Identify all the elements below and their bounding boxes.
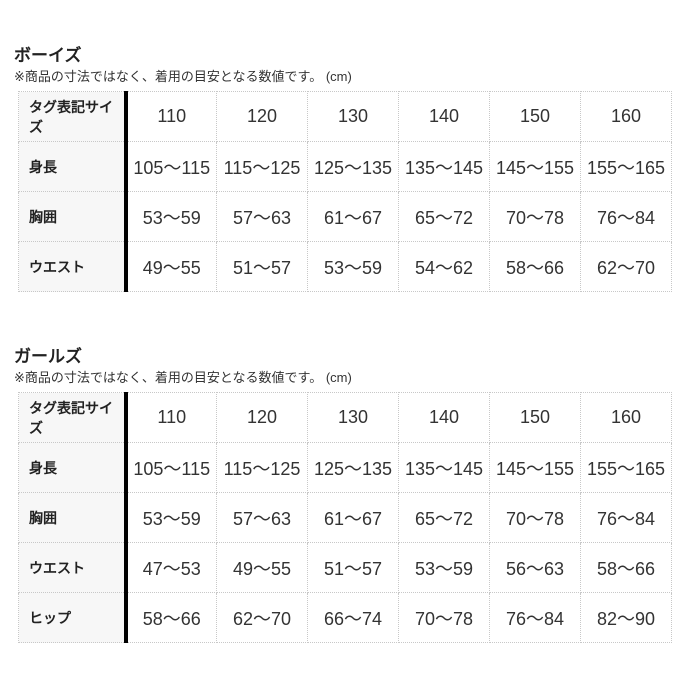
column-header-cell: 110 [125, 392, 217, 443]
size-value-cell: 66～74 [307, 592, 399, 643]
size-value-cell: 76～84 [580, 492, 672, 543]
boys-section-title: ボーイズ [14, 46, 82, 65]
girls-section: ガールズ ※商品の寸法ではなく、着用の目安となる数値です。 (cm) タグ表記サ… [14, 346, 692, 643]
boys-section-note: ※商品の寸法ではなく、着用の目安となる数値です。 (cm) [14, 69, 352, 84]
row-label-hip: ヒップ [18, 592, 128, 643]
row-label-tag-size: タグ表記サイズ [18, 392, 128, 443]
column-header-cell: 150 [489, 91, 581, 142]
size-value-cell: 65～72 [398, 492, 490, 543]
size-value-cell: 58～66 [489, 241, 581, 292]
size-value-cell: 49～55 [216, 542, 308, 593]
boys-size-table: タグ表記サイズ 110 120 130 140 150 160 身長 105～1… [18, 91, 672, 292]
size-value-cell: 115～125 [216, 442, 308, 493]
girls-section-title: ガールズ [14, 347, 82, 366]
size-value-cell: 155～165 [580, 442, 672, 493]
size-value-cell: 70～78 [489, 191, 581, 242]
size-value-cell: 105～115 [125, 141, 217, 192]
size-value-cell: 135～145 [398, 141, 490, 192]
column-header-cell: 160 [580, 392, 672, 443]
table-row: タグ表記サイズ 110 120 130 140 150 160 [18, 91, 672, 142]
size-value-cell: 76～84 [580, 191, 672, 242]
size-value-cell: 125～135 [307, 141, 399, 192]
column-header-cell: 140 [398, 392, 490, 443]
girls-size-table: タグ表記サイズ 110 120 130 140 150 160 身長 105～1… [18, 392, 672, 643]
row-label-waist: ウエスト [18, 542, 128, 593]
column-header-cell: 110 [125, 91, 217, 142]
column-header-cell: 130 [307, 392, 399, 443]
size-value-cell: 61～67 [307, 191, 399, 242]
row-label-chest: 胸囲 [18, 191, 128, 242]
column-header-cell: 140 [398, 91, 490, 142]
row-label-height: 身長 [18, 141, 128, 192]
boys-section: ボーイズ ※商品の寸法ではなく、着用の目安となる数値です。 (cm) タグ表記サ… [14, 45, 692, 292]
column-header-cell: 130 [307, 91, 399, 142]
size-value-cell: 70～78 [398, 592, 490, 643]
table-row: タグ表記サイズ 110 120 130 140 150 160 [18, 392, 672, 443]
table-row: ヒップ 58～66 62～70 66～74 70～78 76～84 82～90 [18, 592, 672, 643]
size-value-cell: 61～67 [307, 492, 399, 543]
size-value-cell: 47～53 [125, 542, 217, 593]
table-row: 胸囲 53～59 57～63 61～67 65～72 70～78 76～84 [18, 191, 672, 242]
size-value-cell: 70～78 [489, 492, 581, 543]
size-value-cell: 58～66 [125, 592, 217, 643]
table-row: ウエスト 49～55 51～57 53～59 54～62 58～66 62～70 [18, 241, 672, 292]
row-label-tag-size: タグ表記サイズ [18, 91, 128, 142]
size-value-cell: 54～62 [398, 241, 490, 292]
size-value-cell: 82～90 [580, 592, 672, 643]
size-value-cell: 145～155 [489, 442, 581, 493]
table-row: 身長 105～115 115～125 125～135 135～145 145～1… [18, 442, 672, 493]
row-label-height: 身長 [18, 442, 128, 493]
size-value-cell: 155～165 [580, 141, 672, 192]
size-value-cell: 57～63 [216, 492, 308, 543]
size-value-cell: 105～115 [125, 442, 217, 493]
girls-section-note: ※商品の寸法ではなく、着用の目安となる数値です。 (cm) [14, 370, 352, 385]
size-value-cell: 62～70 [216, 592, 308, 643]
table-row: 身長 105～115 115～125 125～135 135～145 145～1… [18, 141, 672, 192]
size-value-cell: 135～145 [398, 442, 490, 493]
size-value-cell: 49～55 [125, 241, 217, 292]
size-value-cell: 53～59 [307, 241, 399, 292]
size-value-cell: 58～66 [580, 542, 672, 593]
size-value-cell: 51～57 [216, 241, 308, 292]
column-header-cell: 120 [216, 392, 308, 443]
column-header-cell: 150 [489, 392, 581, 443]
size-value-cell: 57～63 [216, 191, 308, 242]
row-label-waist: ウエスト [18, 241, 128, 292]
size-value-cell: 115～125 [216, 141, 308, 192]
size-value-cell: 76～84 [489, 592, 581, 643]
size-value-cell: 145～155 [489, 141, 581, 192]
size-value-cell: 56～63 [489, 542, 581, 593]
size-value-cell: 125～135 [307, 442, 399, 493]
size-value-cell: 53～59 [398, 542, 490, 593]
column-header-cell: 160 [580, 91, 672, 142]
size-value-cell: 53～59 [125, 492, 217, 543]
size-value-cell: 51～57 [307, 542, 399, 593]
table-row: 胸囲 53～59 57～63 61～67 65～72 70～78 76～84 [18, 492, 672, 543]
column-header-cell: 120 [216, 91, 308, 142]
table-row: ウエスト 47～53 49～55 51～57 53～59 56～63 58～66 [18, 542, 672, 593]
size-value-cell: 65～72 [398, 191, 490, 242]
row-label-chest: 胸囲 [18, 492, 128, 543]
size-value-cell: 53～59 [125, 191, 217, 242]
size-value-cell: 62～70 [580, 241, 672, 292]
